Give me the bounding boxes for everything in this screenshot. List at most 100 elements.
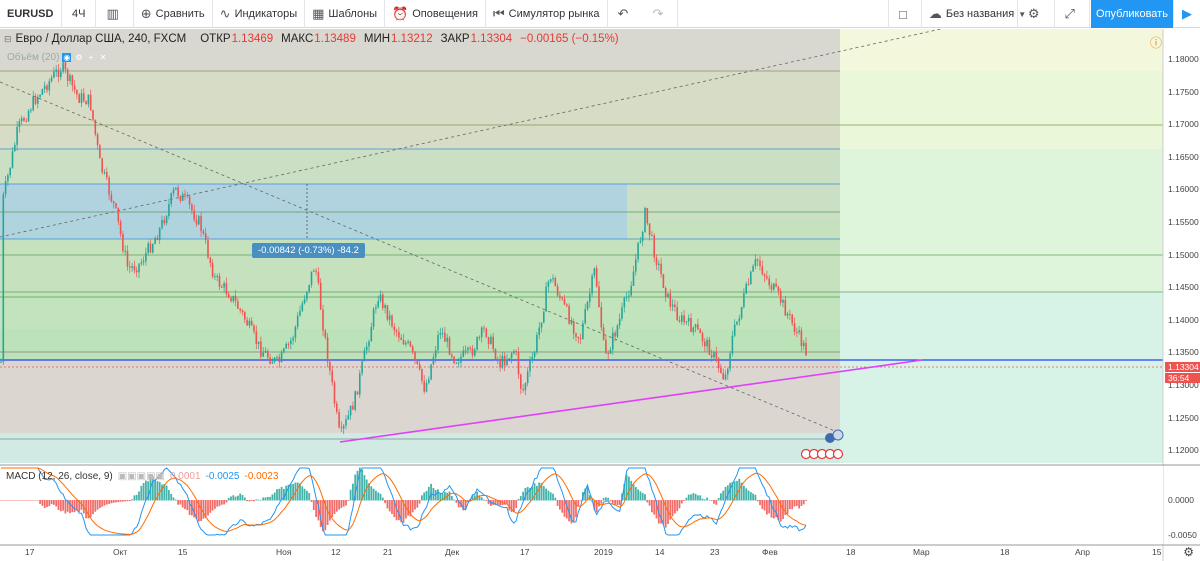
chart-canvas[interactable] [0,29,1200,561]
publish-button[interactable]: Опубликовать [1091,0,1173,28]
macd-histogram-bar [614,500,616,505]
candle-body [731,335,734,354]
macd-histogram-bar [552,493,554,501]
indicators-button[interactable]: ∿ Индикаторы [213,0,306,28]
legend-title[interactable]: Евро / Доллар США, 240, FXCM [15,33,187,45]
open-label: ОТКР [200,33,231,45]
candle-body [448,337,451,355]
close-icon[interactable]: ✕ [99,53,107,62]
candle-body [469,347,471,349]
macd-histogram-bar [485,500,488,501]
macd-histogram-bar [218,500,221,507]
save-layout-button[interactable]: ☁ Без названия ▼ [922,0,1026,28]
candle-body [375,307,377,309]
macd-histogram-bar [513,500,515,513]
macd-histogram-bar [326,500,329,525]
templates-button[interactable]: ▦ Шаблоны [305,0,386,28]
macd-histogram-bar [706,497,708,501]
macd-histogram-bar [526,486,529,501]
candle-body [559,295,561,298]
macd-controls-icon[interactable]: ▣▣▣▣▣ [117,471,165,482]
gear-icon[interactable]: ⚙ [1183,545,1194,559]
candle-body [384,305,386,309]
macd-histogram-bar [407,500,409,516]
candle-body [119,221,122,234]
macd-histogram-bar [110,500,113,504]
candle-body [628,295,630,297]
macd-histogram-bar [414,500,416,510]
macd-histogram-bar [577,500,580,507]
macd-histogram-bar [73,500,76,513]
candle-body [593,268,596,276]
eye-icon[interactable]: ◉ [62,53,72,62]
candle-body [506,359,508,366]
replay-button[interactable]: ⏮ Симулятор рынка [486,0,608,28]
candle-body [520,374,522,389]
candle-body [690,317,692,333]
macd-histogram-bar [308,492,311,501]
macd-histogram-bar [18,500,21,501]
candle-body [434,350,437,358]
volume-label[interactable]: Объём (20) [7,52,60,63]
macd-histogram-bar [117,500,120,503]
fullscreen-button[interactable]: ⤢ [1055,0,1090,28]
fullscreen-layout-button[interactable]: □ [888,0,922,28]
candle-body [349,405,352,416]
close-label: ЗАКР [440,33,470,45]
candle-body [340,427,343,429]
settings-button[interactable]: ⚙ [1018,0,1055,28]
compare-button[interactable]: ⊕ Сравнить [134,0,213,28]
chart-area[interactable]: ⊟ Евро / Доллар США, 240, FXCM ОТКР 1.134… [0,29,1200,561]
redo-button[interactable]: ↷ [642,0,679,28]
candle-body [660,263,662,275]
candle-body [135,270,138,273]
macd-histogram-bar [227,497,230,501]
macd-histogram-bar [480,497,483,501]
candle-body [582,323,584,339]
candle-body [50,77,53,82]
macd-histogram-bar [122,500,124,502]
candle-body [333,382,336,404]
candle-body [69,75,71,82]
indicators-label: Индикаторы [234,7,298,20]
candle-body [538,327,540,335]
collapse-toggle[interactable]: ⊟ [4,33,12,44]
candle-body [175,187,177,190]
macd-histogram-bar [184,500,186,509]
undo-button[interactable]: ↶ [608,0,643,28]
candle-body [418,363,421,369]
candle-body [7,175,9,182]
candle-body [547,281,550,287]
candle-body [161,219,163,228]
measure-label[interactable]: -0.00842 (-0.73%) -84.2 [252,243,365,258]
warning-icon[interactable]: ⓘ [1150,36,1163,50]
macd-histogram-bar [188,500,191,515]
interval-selector[interactable]: 4Ч [62,0,97,28]
macd-histogram-bar [593,500,596,510]
macd-histogram-bar [561,500,564,513]
signal-line [1,467,807,535]
macd-histogram-bar [786,500,789,514]
candle-body [687,317,690,322]
alerts-button[interactable]: ⏰ Оповещения [385,0,486,28]
candles-style-button[interactable]: ▥ [96,0,134,28]
candle-body [416,360,419,364]
macd-histogram-bar [499,500,501,506]
price-axis-label: 1.14500 [1168,282,1199,293]
macd-histogram-bar [660,500,662,524]
gear-icon[interactable]: ⚙ [75,53,83,62]
candle-body [303,299,306,304]
plus-icon[interactable]: + [88,53,94,62]
symbol-search[interactable]: EURUSD [0,0,62,28]
macd-histogram-bar [453,499,455,501]
candle-body [315,270,317,273]
macd-histogram-bar [473,495,476,501]
macd-histogram-bar [542,486,545,501]
macd-histogram-bar [133,495,136,501]
candle-body [720,368,722,374]
play-button[interactable]: ▶ [1173,0,1200,28]
candle-body [503,355,506,366]
macd-histogram-bar [430,483,432,501]
macd-name[interactable]: MACD (12, 26, close, 9) [6,471,113,482]
alarm-clock-icon: ⏰ [392,5,409,21]
